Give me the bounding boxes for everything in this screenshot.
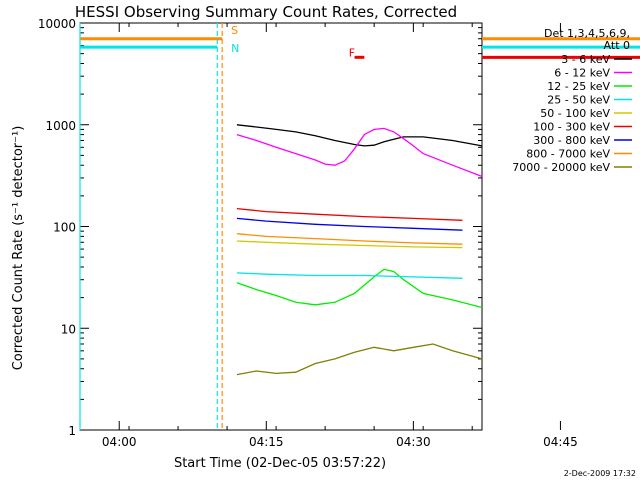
legend-label: 300 - 800 keV [533,134,610,147]
annotation-s: S [231,24,238,37]
x-axis-label: Start Time (02-Dec-05 03:57:22) [174,456,386,471]
series-line [236,207,463,221]
y-tick-label: 100 [53,221,76,235]
legend-label: 50 - 100 keV [540,107,610,120]
legend-label: 6 - 12 keV [554,67,610,80]
annotation-n: N [231,42,239,55]
series-line [236,272,463,279]
series-line [236,343,483,376]
legend-label: 25 - 50 keV [547,94,610,107]
series-line [236,124,483,147]
x-tick-label: 04:15 [249,435,284,449]
x-tick-label: 04:45 [543,435,578,449]
legend-label: 12 - 25 keV [547,80,610,93]
legend-label: 100 - 300 keV [533,121,610,134]
legend-label: 7000 - 20000 keV [512,161,610,174]
x-tick-label: 04:00 [102,435,137,449]
series-line [236,217,463,231]
annotations: SN F [231,24,355,59]
series-line [236,127,483,178]
legend-label: 3 - 6 keV [561,53,610,66]
legend-label: 800 - 7000 keV [526,148,610,161]
y-tick-label: 10 [61,322,76,336]
series-lines [236,124,483,376]
vertical-markers [79,23,223,430]
series-line [236,268,483,309]
chart-title: HESSI Observing Summary Count Rates, Cor… [75,3,457,21]
state-bars [80,37,640,59]
legend-header: Att 0 [604,39,630,52]
series-line [236,233,463,245]
plot-area [79,22,483,431]
axis-ticks [79,22,561,431]
y-axis-label: Corrected Count Rate (s⁻¹ detector⁻¹) [11,126,26,371]
series-line [236,240,463,249]
y-tick-label: 1 [68,424,76,438]
annotation-f: F [349,46,355,59]
y-tick-labels: 1 10 100 1000 10000 [38,17,76,438]
footer-timestamp: 2-Dec-2009 17:32 [564,469,636,478]
y-tick-label: 1000 [45,119,76,133]
plot-frame [79,22,483,431]
x-tick-label: 04:30 [396,435,431,449]
y-tick-label: 10000 [38,17,76,31]
legend-header: Det 1,3,4,5,6,9, [544,27,630,40]
